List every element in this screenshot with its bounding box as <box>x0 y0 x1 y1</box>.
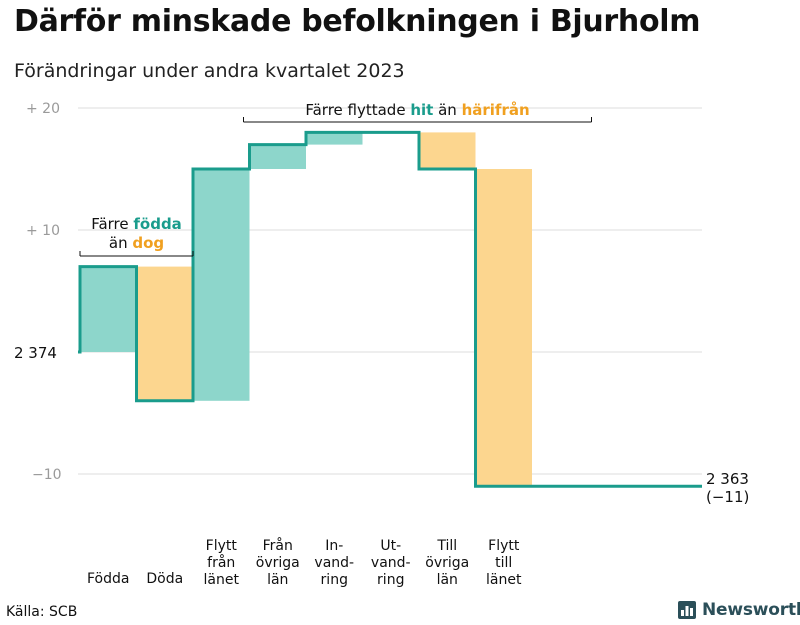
start-value-label: 2 374 <box>14 344 57 362</box>
waterfall-bar <box>80 266 137 352</box>
x-category-label: till <box>495 555 512 571</box>
x-category-label: övriga <box>256 555 300 571</box>
x-category-label: från <box>207 554 235 571</box>
brand-name: Newsworthy <box>702 600 800 620</box>
end-change-label: (−11) <box>706 488 749 506</box>
x-category-label: Flytt <box>488 538 520 554</box>
brand-logo: Newsworthy <box>678 600 800 620</box>
waterfall-bar <box>419 132 476 169</box>
y-tick-label: + 10 <box>26 223 60 239</box>
waterfall-bar <box>306 132 363 145</box>
x-category-label: Döda <box>146 571 183 587</box>
x-category-label: län <box>437 572 458 588</box>
chart-title: Därför minskade befolkningen i Bjurholm <box>14 4 701 39</box>
bar-chart-logo-icon <box>678 601 696 619</box>
waterfall-bar <box>475 169 532 487</box>
x-category-label: Från <box>263 537 293 554</box>
y-tick-label: −10 <box>32 467 62 483</box>
cumulative-step-line <box>78 130 702 488</box>
waterfall-bar <box>249 144 306 169</box>
y-tick-label: + 20 <box>26 101 60 117</box>
x-category-label: Till <box>436 538 457 554</box>
x-category-label: länet <box>486 572 522 588</box>
x-category-label: Flytt <box>206 538 238 554</box>
x-category-label: In- <box>325 538 343 554</box>
x-category-label: vand- <box>371 555 411 571</box>
end-value-label: 2 363 <box>706 470 749 488</box>
x-category-label: vand- <box>314 555 354 571</box>
annotation-migration: Färre flyttade hit än härifrån <box>305 101 529 119</box>
waterfall-bar <box>193 169 250 401</box>
x-category-label: ring <box>377 572 404 588</box>
waterfall-bar <box>136 266 193 401</box>
x-category-label: Födda <box>87 571 129 587</box>
annotation-births-line1: Färre födda <box>91 215 182 233</box>
x-category-label: ring <box>321 572 348 588</box>
x-category-label: län <box>267 572 288 588</box>
annotation-births-line2: än dog <box>109 234 164 252</box>
x-category-label: Ut- <box>380 538 401 554</box>
x-category-label: övriga <box>425 555 469 571</box>
x-category-label: länet <box>204 572 240 588</box>
source-note: Källa: SCB <box>6 604 78 620</box>
chart-subtitle: Förändringar under andra kvartalet 2023 <box>14 60 405 82</box>
